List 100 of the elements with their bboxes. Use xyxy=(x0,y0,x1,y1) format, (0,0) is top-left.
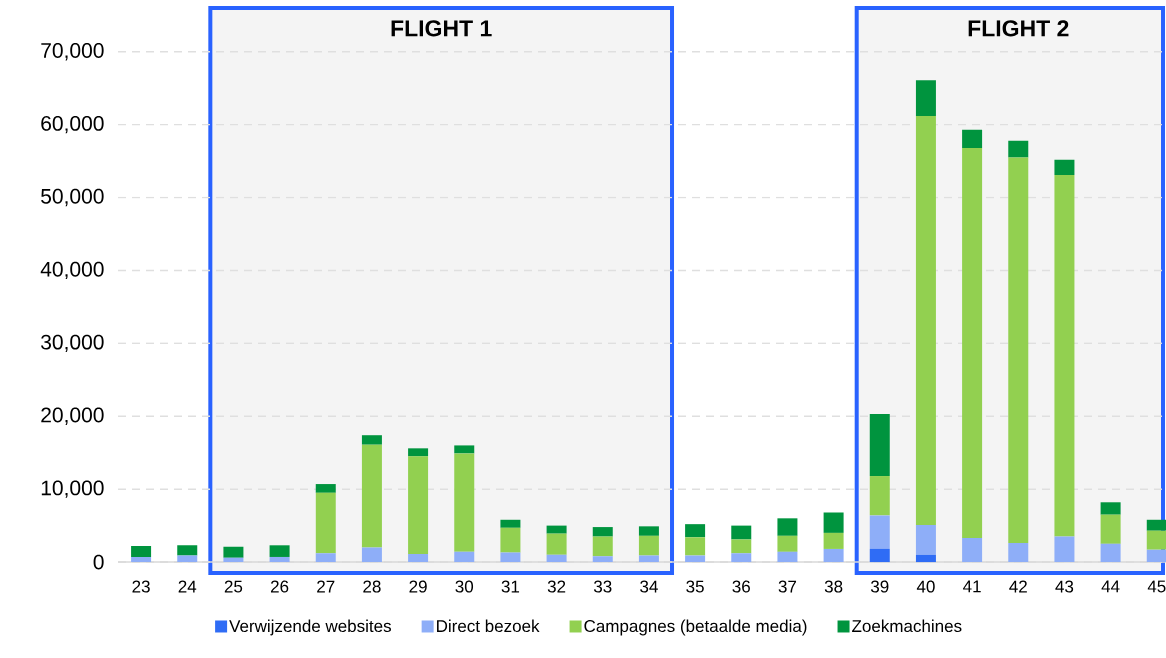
bar xyxy=(869,515,890,549)
bar xyxy=(1100,543,1121,563)
bar xyxy=(777,551,798,563)
bar xyxy=(131,556,152,563)
bar xyxy=(915,524,936,555)
x-tick-label: 34 xyxy=(640,580,658,593)
bar xyxy=(915,80,936,116)
bar xyxy=(1054,159,1075,175)
x-tick-label: 33 xyxy=(593,580,612,593)
bar xyxy=(454,551,475,563)
bar xyxy=(546,554,567,563)
y-tick-label: 30,000 xyxy=(41,334,104,353)
y-tick-label: 40,000 xyxy=(40,261,104,280)
bar xyxy=(1008,140,1029,158)
x-tick-label: 43 xyxy=(1055,580,1074,593)
legend-label: Zoekmachines xyxy=(852,619,962,633)
x-tick-label: 24 xyxy=(178,580,197,593)
bar xyxy=(777,535,798,552)
x-tick-label: 35 xyxy=(686,580,704,593)
band-label: FLIGHT 1 xyxy=(391,20,492,37)
x-tick-label: 28 xyxy=(363,580,381,593)
x-tick-label: 25 xyxy=(224,580,243,593)
x-tick-label: 39 xyxy=(870,580,889,593)
bar xyxy=(731,539,752,554)
bar xyxy=(823,512,844,533)
bar xyxy=(223,546,244,558)
bar xyxy=(361,435,382,445)
bar xyxy=(1146,549,1166,563)
y-tick-label: 50,000 xyxy=(41,188,104,207)
bar xyxy=(500,527,521,553)
x-tick-label: 37 xyxy=(778,580,797,593)
bar xyxy=(454,453,475,552)
x-tick-label: 42 xyxy=(1009,580,1027,593)
bar xyxy=(777,518,798,536)
x-tick-label: 36 xyxy=(732,580,750,593)
x-tick-label: 38 xyxy=(824,580,843,593)
x-tick-label: 45 xyxy=(1147,580,1166,593)
x-tick-label: 32 xyxy=(547,580,566,593)
y-tick-label: 70,000 xyxy=(41,43,104,61)
bar xyxy=(1054,536,1075,563)
bar xyxy=(315,492,336,554)
legend-label: Campagnes (betaalde media) xyxy=(584,619,807,636)
y-tick-label: 20,000 xyxy=(41,407,104,425)
bar xyxy=(962,538,983,563)
legend-label: Verwijzende websites xyxy=(229,619,391,636)
bar xyxy=(869,476,890,516)
bar xyxy=(869,548,890,563)
bar xyxy=(823,548,844,563)
bar xyxy=(177,555,198,563)
bar xyxy=(592,527,613,537)
bar xyxy=(546,525,567,534)
y-tick-label: 10,000 xyxy=(41,480,104,498)
bar xyxy=(638,535,659,556)
x-tick-label: 29 xyxy=(409,580,427,593)
x-tick-label: 27 xyxy=(317,580,335,593)
bar xyxy=(500,552,521,563)
bar xyxy=(1100,514,1121,544)
bar xyxy=(361,547,382,563)
y-tick-label: 60,000 xyxy=(41,115,104,134)
bar xyxy=(592,556,613,563)
bar xyxy=(1146,530,1166,550)
bar xyxy=(546,533,567,555)
x-tick-label: 30 xyxy=(455,580,474,593)
bar xyxy=(1054,174,1075,537)
bar xyxy=(731,525,752,540)
bar xyxy=(454,445,475,454)
y-tick-label: 0 xyxy=(93,554,104,570)
bar xyxy=(638,526,659,536)
bar xyxy=(1008,157,1029,544)
bar xyxy=(685,555,706,563)
bar xyxy=(1008,543,1029,563)
bar xyxy=(408,448,429,457)
legend-label: Direct bezoek xyxy=(437,619,540,633)
x-tick-label: 41 xyxy=(963,580,981,593)
bar xyxy=(685,537,706,556)
bar xyxy=(315,484,336,493)
bar xyxy=(1146,519,1166,531)
bar xyxy=(869,414,890,477)
x-tick-label: 26 xyxy=(270,580,289,593)
x-tick-label: 31 xyxy=(501,580,520,593)
bar xyxy=(915,115,936,525)
x-tick-label: 23 xyxy=(132,580,150,593)
bar xyxy=(361,444,382,548)
bar xyxy=(177,545,198,556)
band-label: FLIGHT 2 xyxy=(968,20,1069,37)
bar xyxy=(269,545,290,557)
bar xyxy=(408,456,429,555)
bar xyxy=(685,524,706,538)
bar xyxy=(500,519,521,528)
bar xyxy=(223,557,244,563)
bar xyxy=(408,554,429,563)
bar xyxy=(1100,502,1121,515)
bar xyxy=(915,554,936,563)
bar xyxy=(962,147,983,538)
bar xyxy=(592,536,613,557)
bar xyxy=(962,129,983,148)
bar xyxy=(638,555,659,563)
bar xyxy=(823,532,844,549)
bar xyxy=(269,556,290,563)
bar xyxy=(731,553,752,563)
